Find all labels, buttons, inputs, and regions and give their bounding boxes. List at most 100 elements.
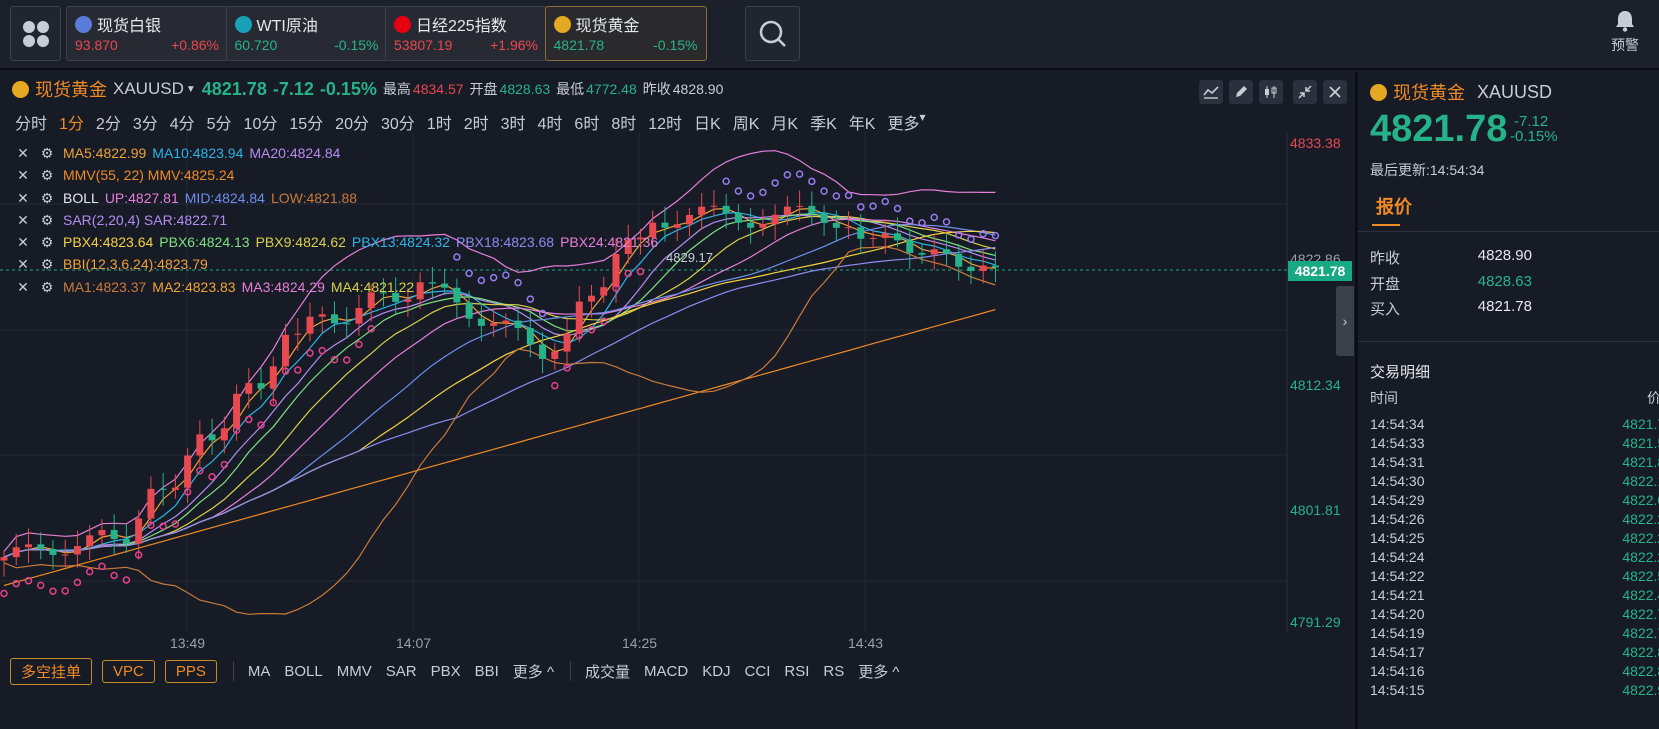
- sub-indicator-button[interactable]: RSI: [784, 662, 810, 680]
- period-tab[interactable]: 15分: [289, 116, 324, 133]
- tab-quote[interactable]: 报价: [1376, 197, 1412, 217]
- period-tab[interactable]: 6时: [574, 116, 600, 133]
- period-tab[interactable]: 30分: [380, 116, 415, 133]
- candle-body: [110, 529, 118, 540]
- toolbar-button[interactable]: 多空挂单: [10, 657, 93, 685]
- period-tab[interactable]: 季K: [810, 116, 837, 133]
- sub-indicator-button[interactable]: MACD: [644, 662, 689, 680]
- main-indicator-button[interactable]: MMV: [336, 662, 372, 680]
- chevron-down-icon[interactable]: ▼: [185, 83, 196, 95]
- period-tab[interactable]: 8时: [611, 116, 637, 133]
- sar-dot: [24, 576, 33, 585]
- candle-body: [171, 487, 179, 490]
- candle-body: [0, 557, 8, 561]
- period-tab[interactable]: 1分: [59, 116, 84, 133]
- main-indicator-button[interactable]: PBX: [430, 662, 461, 680]
- period-tab[interactable]: 4分: [169, 116, 195, 133]
- close-icon[interactable]: ✕: [17, 167, 29, 184]
- toolbar-button[interactable]: VPC: [102, 659, 155, 683]
- trade-price: 4821.57: [1622, 435, 1659, 451]
- sub-indicator-button[interactable]: KDJ: [702, 662, 731, 680]
- settings-icon[interactable]: ⚙: [40, 278, 54, 295]
- sar-dot: [73, 578, 82, 587]
- candle-body: [367, 292, 375, 309]
- quote-card[interactable]: WTI原油 60.720 -0.15%: [225, 6, 388, 61]
- active-tab-indicator: [1372, 224, 1400, 226]
- candle-body: [502, 320, 510, 324]
- chevron-down-icon[interactable]: ▾: [919, 110, 926, 124]
- search-button[interactable]: [745, 6, 800, 61]
- close-icon[interactable]: ✕: [17, 234, 29, 251]
- period-tab[interactable]: 日K: [694, 116, 721, 133]
- indicator-row: ✕ ⚙ BOLL UP:4827.81 MID:4824.84 LOW:4821.88: [15, 187, 664, 209]
- close-icon[interactable]: ✕: [17, 278, 29, 295]
- settings-icon[interactable]: ⚙: [40, 145, 54, 161]
- sub-indicator-button[interactable]: RS: [823, 662, 845, 680]
- main-indicator-button[interactable]: BBI: [474, 662, 499, 680]
- settings-icon[interactable]: ⚙: [40, 211, 54, 228]
- quote-card[interactable]: 现货黄金 4821.78 -0.15%: [544, 6, 707, 61]
- period-tab[interactable]: 分时: [15, 116, 48, 133]
- period-tab[interactable]: 月K: [771, 116, 799, 133]
- period-tab[interactable]: 更多: [887, 116, 920, 133]
- period-tab[interactable]: 5分: [206, 116, 232, 133]
- trade-row: 14:54:24 4822.23: [1370, 549, 1659, 568]
- trade-time: 14:54:29: [1370, 492, 1425, 508]
- chart-symbol-code[interactable]: XAUUSD: [113, 79, 184, 98]
- settings-icon[interactable]: ⚙: [40, 234, 54, 251]
- sub-indicator-button[interactable]: 更多 ^: [858, 663, 900, 681]
- sar-dot: [563, 364, 571, 372]
- main-indicator-button[interactable]: MA: [247, 662, 271, 680]
- shrink-button[interactable]: [1293, 80, 1317, 104]
- sar-dot: [147, 521, 155, 529]
- main-indicator-button[interactable]: 更多 ^: [512, 663, 554, 681]
- draw-tool-button[interactable]: [1229, 80, 1253, 104]
- settings-icon[interactable]: ⚙: [40, 256, 54, 273]
- sar-dot: [49, 587, 57, 596]
- panel-divider[interactable]: [1355, 72, 1358, 729]
- period-tab[interactable]: 3分: [132, 116, 158, 133]
- candle-type-button[interactable]: [1259, 80, 1283, 104]
- period-tab[interactable]: 2时: [463, 116, 489, 133]
- quote-card[interactable]: 现货白银 93.870 +0.86%: [66, 6, 228, 61]
- close-icon[interactable]: ✕: [17, 256, 29, 273]
- period-tab[interactable]: 周K: [732, 116, 760, 133]
- side-change: -7.12: [1514, 113, 1549, 130]
- candle-body: [318, 314, 326, 317]
- sar-dot: [220, 460, 229, 469]
- period-tab[interactable]: 10分: [243, 116, 278, 133]
- candlestick-plot[interactable]: 4829.174795.50: [0, 132, 1290, 632]
- indicator-tool-button[interactable]: [1199, 80, 1223, 104]
- x-tick-label: 14:25: [622, 635, 658, 651]
- high-label: 最高: [382, 81, 411, 97]
- period-tab[interactable]: 2分: [95, 116, 121, 133]
- sub-indicator-button[interactable]: CCI: [744, 662, 771, 680]
- collapse-panel-button[interactable]: ›: [1336, 286, 1354, 356]
- close-icon[interactable]: ✕: [17, 189, 29, 206]
- period-tab[interactable]: 年K: [848, 116, 876, 133]
- candle-body: [563, 333, 571, 352]
- quote-change: -0.15%: [653, 37, 698, 53]
- period-tab[interactable]: 4时: [537, 116, 563, 133]
- settings-icon[interactable]: ⚙: [40, 167, 54, 184]
- close-icon[interactable]: ✕: [17, 145, 29, 161]
- period-tab[interactable]: 1时: [426, 116, 452, 133]
- main-indicator-button[interactable]: BOLL: [284, 662, 323, 680]
- sub-indicator-button[interactable]: 成交量: [585, 663, 631, 681]
- period-tab[interactable]: 12时: [648, 116, 683, 133]
- quote-card[interactable]: 日经225指数 53807.19 +1.96%: [385, 6, 547, 61]
- app-menu-button[interactable]: [10, 6, 61, 61]
- indicator-value: MA5:4822.99: [63, 145, 147, 161]
- trades-list[interactable]: 14:54:34 4821.78 14:54:33 4821.57 14:54:31 48…: [1370, 416, 1659, 701]
- alarm-button[interactable]: 预警: [1600, 10, 1650, 55]
- settings-icon[interactable]: ⚙: [40, 189, 54, 206]
- close-icon[interactable]: ✕: [17, 211, 29, 228]
- bid-row: 买入 4821.78: [1370, 298, 1532, 319]
- quote-side-panel: 现货黄金 XAUUSD 4821.78 -7.12 -0.15% 最后更新:14…: [1358, 72, 1659, 729]
- period-tab[interactable]: 3时: [500, 116, 526, 133]
- period-tab[interactable]: 20分: [335, 116, 369, 133]
- main-indicator-button[interactable]: SAR: [385, 662, 417, 680]
- candle-body: [343, 323, 351, 325]
- toolbar-button[interactable]: PPS: [164, 659, 217, 683]
- close-chart-button[interactable]: [1323, 80, 1347, 104]
